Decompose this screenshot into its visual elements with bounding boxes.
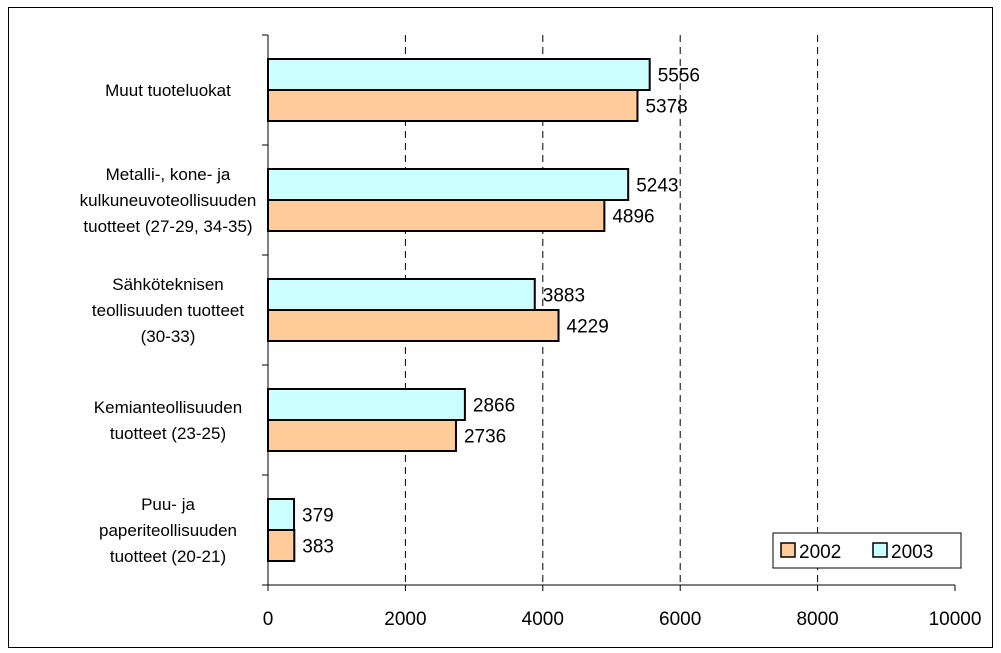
x-tick-label: 0 <box>263 609 274 630</box>
data-label-2003: 379 <box>302 506 334 527</box>
x-tick-label: 6000 <box>659 609 701 630</box>
data-label-2003: 5556 <box>658 66 700 87</box>
bar-2002 <box>267 89 639 122</box>
legend-label-2002: 2002 <box>799 542 841 563</box>
category-label-line: Puu- ja <box>141 495 195 514</box>
data-label-2002: 5378 <box>645 97 687 118</box>
bar-2002 <box>267 199 606 232</box>
category-label: Kemianteollisuuden tuotteet (23-25) <box>94 398 242 443</box>
category-label-line: Sähköteknisen <box>112 275 224 294</box>
data-label-2002: 4229 <box>567 317 609 338</box>
data-label-2003: 3883 <box>543 286 585 307</box>
legend-swatch-2002 <box>780 542 796 558</box>
category-label-line: tuotteet (20-21) <box>110 547 226 566</box>
data-label-2003: 5243 <box>636 176 678 197</box>
category-label-line: (30-33) <box>141 327 196 346</box>
bar-2003 <box>267 58 651 91</box>
category-label: Muut tuoteluokat <box>105 81 231 100</box>
category-label-line: tuotteet (27-29, 34-35) <box>83 217 252 236</box>
category-label-line: Kemianteollisuuden <box>94 398 242 417</box>
category-label-line: Muut tuoteluokat <box>105 81 231 100</box>
x-tick-label: 4000 <box>522 609 564 630</box>
category-label-line: Metalli-, kone- ja <box>106 165 231 184</box>
category-label-line: kulkuneuvoteollisuuden <box>80 191 257 210</box>
legend-box <box>772 532 962 569</box>
legend-swatch-2003 <box>872 542 888 558</box>
bar-2002 <box>267 529 296 562</box>
data-label-2002: 2736 <box>464 427 506 448</box>
category-label-line: teollisuuden tuotteet <box>92 301 244 320</box>
data-label-2003: 2866 <box>473 396 515 417</box>
bar-2002 <box>267 419 457 452</box>
bar-2002 <box>267 309 560 342</box>
x-tick-label: 10000 <box>929 609 982 630</box>
category-label: Metalli-, kone- ja kulkuneuvoteollisuuden… <box>80 165 257 236</box>
x-tick-label: 2000 <box>384 609 426 630</box>
data-label-2002: 383 <box>302 537 334 558</box>
category-label-line: tuotteet (23-25) <box>110 424 226 443</box>
bar-2003 <box>267 278 536 311</box>
category-label: Sähköteknisen teollisuuden tuotteet (30-33… <box>92 275 244 346</box>
category-label-line: paperiteollisuuden <box>99 521 237 540</box>
bar-2003 <box>267 498 296 531</box>
legend-label-2003: 2003 <box>891 542 933 563</box>
x-tick-label: 8000 <box>796 609 838 630</box>
data-label-2002: 4896 <box>612 207 654 228</box>
bar-2003 <box>267 388 466 421</box>
bar-2003 <box>267 168 630 201</box>
category-label: Puu- ja paperiteollisuuden tuotteet (20-21… <box>99 495 237 566</box>
